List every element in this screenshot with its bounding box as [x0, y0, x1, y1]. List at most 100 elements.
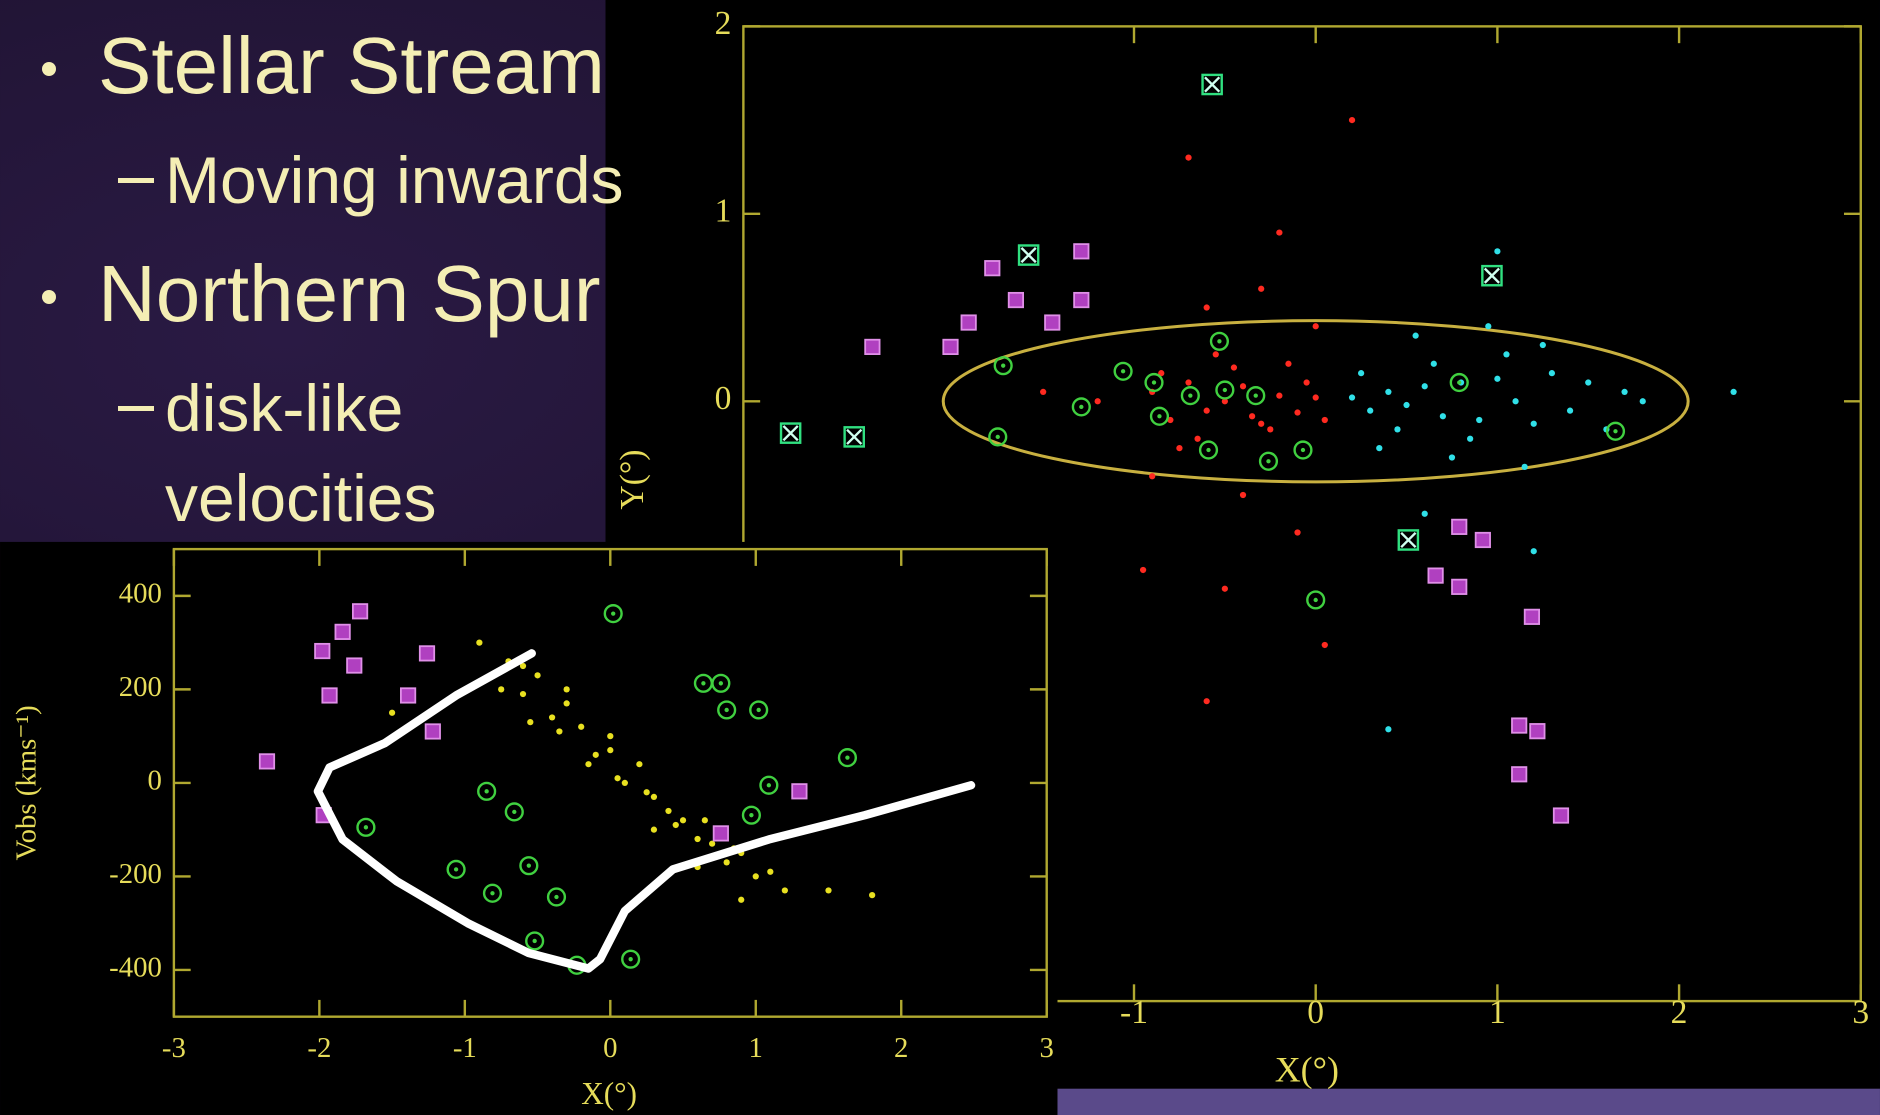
point	[712, 825, 729, 842]
point-ring	[993, 356, 1013, 376]
point	[709, 840, 716, 847]
point	[1044, 314, 1061, 331]
point	[314, 642, 331, 660]
point	[1376, 445, 1383, 452]
x-tick-label: -1	[1120, 994, 1148, 1031]
sub-bullet-text: disk-like velocities	[165, 371, 437, 535]
point	[752, 873, 759, 880]
point	[781, 887, 788, 894]
point	[1071, 397, 1091, 417]
x-tick-label: 0	[1307, 994, 1324, 1031]
point	[1566, 407, 1574, 414]
point	[1198, 440, 1219, 460]
point-center	[490, 891, 495, 896]
inset-panel	[0, 541, 1058, 1115]
point-center	[749, 813, 754, 818]
point	[476, 639, 483, 646]
point-ring	[446, 859, 466, 879]
point	[1511, 717, 1528, 734]
point	[525, 931, 545, 951]
point	[1267, 426, 1274, 433]
point	[519, 856, 539, 876]
point-ring	[1071, 397, 1091, 417]
point	[843, 426, 865, 448]
point	[519, 662, 527, 670]
point	[1194, 435, 1201, 442]
point	[1007, 291, 1025, 309]
point-ring	[1306, 590, 1326, 610]
point	[1481, 264, 1503, 287]
x-tick-label: 1	[749, 1032, 763, 1064]
x-axis-label: X(°)	[1275, 1049, 1339, 1089]
point-cross	[1400, 531, 1417, 549]
point-ring	[1209, 331, 1229, 351]
point	[1397, 529, 1420, 551]
point	[1427, 567, 1444, 584]
sub-bullet	[118, 178, 154, 183]
point	[1512, 398, 1519, 405]
point	[1451, 578, 1468, 595]
point	[482, 883, 503, 903]
point-center	[756, 707, 761, 713]
point	[825, 887, 832, 894]
x-tick-label: -2	[307, 1032, 331, 1064]
point-center	[1222, 387, 1228, 393]
point	[1385, 726, 1392, 733]
point	[643, 789, 650, 796]
point-center	[611, 611, 616, 616]
point	[1215, 380, 1235, 400]
point	[636, 761, 643, 768]
point	[1548, 370, 1556, 377]
point-center	[1157, 414, 1162, 419]
point	[1294, 409, 1301, 416]
point-box	[1201, 73, 1223, 96]
point	[1185, 154, 1192, 161]
point	[665, 807, 672, 815]
point-ring	[1144, 372, 1164, 393]
point	[1449, 372, 1469, 393]
point	[779, 422, 802, 444]
point	[1073, 291, 1090, 309]
bullet	[42, 290, 56, 304]
point-center	[766, 783, 772, 788]
point	[334, 623, 351, 640]
point	[1403, 401, 1410, 409]
point-ring	[711, 673, 731, 693]
curve	[313, 649, 976, 973]
point	[1439, 413, 1447, 420]
point	[1306, 590, 1326, 610]
point	[1303, 379, 1310, 386]
point-cross	[846, 428, 863, 445]
point	[621, 949, 641, 969]
point-center	[1613, 429, 1618, 434]
x-tick-label: -3	[162, 1032, 186, 1064]
point-cross	[782, 425, 799, 442]
point-ring	[1149, 406, 1170, 426]
y-tick-label: 400	[119, 577, 162, 609]
point	[1312, 394, 1319, 401]
point	[1476, 416, 1483, 424]
point	[424, 723, 441, 740]
point	[679, 817, 687, 824]
x-tick-label: 1	[1489, 994, 1506, 1031]
point	[741, 805, 761, 825]
sub-bullet	[118, 406, 154, 411]
point	[607, 733, 614, 740]
x-tick-label: -1	[453, 1032, 477, 1064]
point	[1144, 372, 1164, 393]
point	[650, 826, 658, 833]
point	[1494, 248, 1501, 255]
point	[1430, 360, 1437, 367]
point	[1511, 766, 1528, 783]
point	[614, 775, 621, 782]
point-center	[1217, 339, 1222, 344]
point	[400, 687, 417, 704]
point	[1230, 364, 1238, 371]
point-cross	[1204, 76, 1221, 93]
x-axis-label: X(°)	[581, 1076, 637, 1111]
point	[1149, 406, 1170, 426]
point	[1321, 416, 1328, 424]
point	[1167, 416, 1174, 424]
point-center	[845, 755, 850, 760]
